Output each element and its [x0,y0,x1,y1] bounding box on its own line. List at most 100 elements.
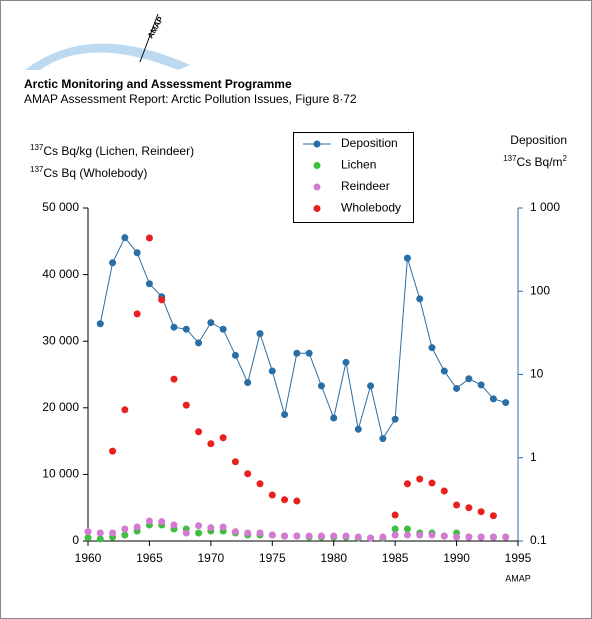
y2-tick-label: 1 [530,450,537,464]
point [170,375,178,383]
point [158,296,166,304]
legend-marker [313,205,321,212]
point [195,339,203,347]
point [330,414,338,422]
legend-label: Reindeer [341,179,390,193]
x-tick-label: 1975 [259,551,286,565]
y-tick-label: 20 000 [42,400,79,414]
point [428,479,436,487]
point [219,325,227,333]
point [182,401,190,409]
point [416,295,424,303]
point [440,532,448,540]
point [219,523,227,531]
x-tick-label: 1960 [75,551,102,565]
point [342,358,350,366]
header-subtitle: AMAP Assessment Report: Arctic Pollution… [24,92,357,106]
point [317,382,325,390]
point [293,497,301,505]
point [403,531,411,539]
point [170,521,178,529]
point [133,310,141,318]
point [367,534,375,542]
point [391,415,399,423]
point [195,529,203,537]
point [121,234,129,242]
point [281,496,289,504]
point [281,411,289,419]
point [440,367,448,375]
axis-label: Deposition [510,133,567,147]
axis-label-sup: 137 [30,143,44,152]
point [354,533,362,541]
point [96,320,104,328]
point [502,533,510,541]
point [133,523,141,531]
footer: AMAP [505,573,531,583]
point [416,531,424,539]
y-tick-label: 0 [72,533,79,547]
x-tick-label: 1970 [198,551,225,565]
point [170,323,178,331]
point [440,487,448,495]
point [453,384,461,392]
point [109,447,117,455]
point [96,529,104,537]
y2-tick-label: 0.1 [530,533,547,547]
point [109,529,117,537]
point [256,529,264,537]
point [244,379,252,387]
y2-tick-label: 10 [530,367,544,381]
point [281,532,289,540]
point [268,491,276,499]
point [182,529,190,537]
header-title: Arctic Monitoring and Assessment Program… [24,77,292,91]
point [403,254,411,262]
legend-marker [313,162,321,169]
x-tick-label: 1965 [136,551,163,565]
point [354,425,362,433]
x-tick-label: 1980 [320,551,347,565]
point [84,528,92,536]
point [207,440,215,448]
point [477,508,485,516]
y-tick-label: 10 000 [42,467,79,481]
point [453,501,461,509]
point [207,319,215,327]
axis-label: 137Cs Bq (Wholebody) [30,165,147,180]
point [428,531,436,539]
y-tick-label: 50 000 [42,200,79,214]
point [416,475,424,483]
point [121,525,129,533]
point [391,525,399,533]
point [489,395,497,403]
legend-marker [313,183,321,191]
point [453,533,461,541]
point [207,524,215,532]
point [145,234,153,242]
point [330,532,338,540]
legend-label: Lichen [341,158,376,172]
point [268,367,276,375]
point [465,375,473,383]
legend-marker [313,140,321,148]
legend-label: Wholebody [341,201,401,215]
axis-label-text: Cs Bq/m [517,155,563,169]
point [133,249,141,257]
point [256,480,264,488]
axis-label-sup: 137 [503,154,517,163]
point [244,470,252,478]
point [244,529,252,537]
axis-label-sup: 2 [563,154,568,163]
point [403,525,411,533]
point [465,533,473,541]
y2-tick-label: 100 [530,283,550,297]
point [219,434,227,442]
x-tick-label: 1995 [505,551,532,565]
point [96,535,104,543]
point [477,533,485,541]
legend-label: Deposition [341,136,398,150]
point [502,399,510,407]
point [231,458,239,466]
